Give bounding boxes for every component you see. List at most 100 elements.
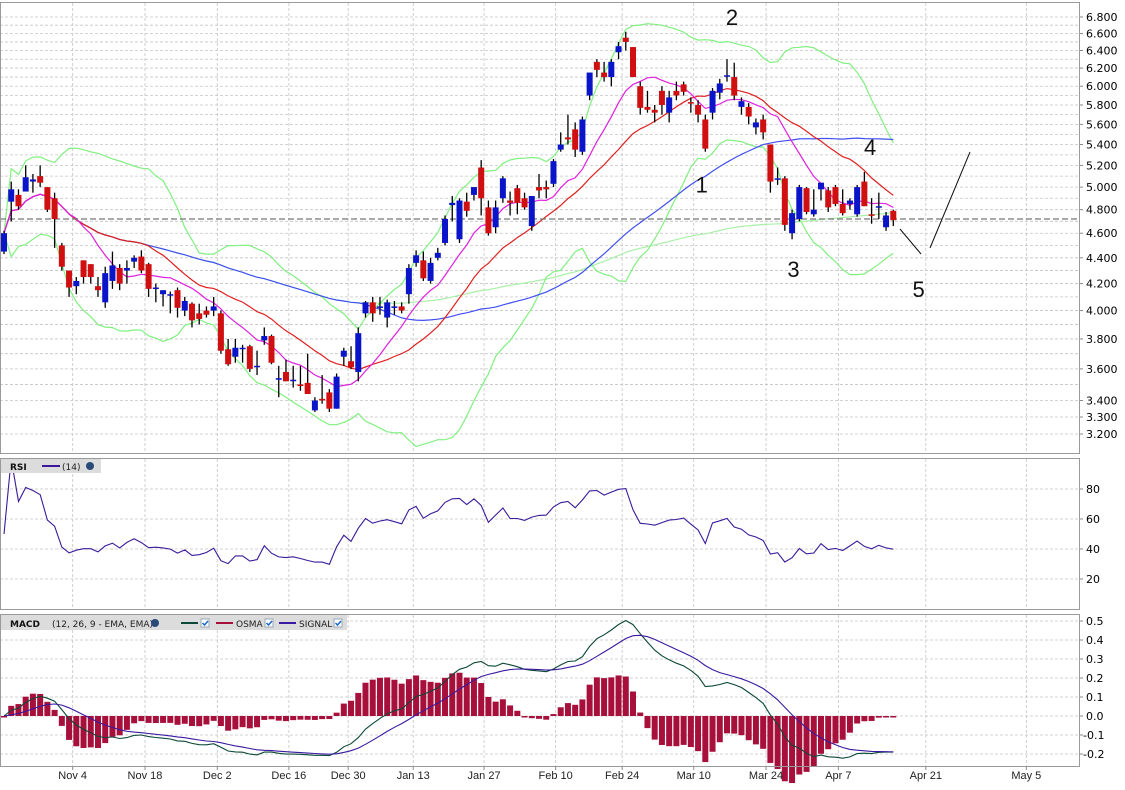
candle xyxy=(601,61,608,82)
candle xyxy=(825,187,832,212)
candle xyxy=(579,116,586,155)
osma-bar xyxy=(789,716,796,784)
candle-body xyxy=(188,303,195,321)
osma-bar xyxy=(37,693,44,716)
candle xyxy=(839,189,846,216)
candle-body xyxy=(622,37,629,42)
globe-icon[interactable] xyxy=(86,462,94,470)
osma-bar xyxy=(275,716,282,721)
annotations: 1 2 3 4 5 xyxy=(696,5,971,302)
candle-body xyxy=(890,210,897,221)
candle xyxy=(883,211,890,231)
osma-bar xyxy=(615,675,622,716)
candle-body xyxy=(203,310,210,315)
candle-body xyxy=(304,382,311,395)
osma-bar xyxy=(637,712,644,716)
osma-bar xyxy=(44,701,51,716)
osma-bar xyxy=(384,677,391,716)
osma-bar xyxy=(369,679,376,716)
candle-body xyxy=(839,203,846,214)
candle xyxy=(131,255,138,268)
candle-body xyxy=(362,302,369,314)
osma-bar xyxy=(282,716,289,722)
macd-label: MACD xyxy=(10,620,40,630)
date-label: Jan 13 xyxy=(397,770,430,782)
candle-body xyxy=(29,179,36,182)
osma-bar xyxy=(666,716,673,747)
osma-bar xyxy=(586,684,593,716)
osma-bar xyxy=(261,716,268,720)
candle-body xyxy=(398,306,405,311)
candle xyxy=(492,200,499,234)
candle xyxy=(311,397,318,412)
osma-bar xyxy=(456,672,463,716)
rsi-label: 40 xyxy=(1086,543,1100,556)
price-label: 4.600 xyxy=(1086,227,1118,240)
candlesticks xyxy=(1,31,897,412)
candle-body xyxy=(167,294,174,296)
candle xyxy=(803,187,810,215)
candle-body xyxy=(94,286,101,291)
osma-bar xyxy=(290,716,297,721)
osma-bar xyxy=(15,704,22,716)
candle-body xyxy=(724,75,730,77)
macd-panel xyxy=(0,614,1080,767)
candle xyxy=(796,184,803,222)
candle-body xyxy=(803,188,810,212)
signal-checkbox[interactable] xyxy=(333,618,343,628)
candle xyxy=(449,196,456,222)
osma-bar xyxy=(832,716,839,744)
price-label: 5.200 xyxy=(1086,159,1118,172)
osma-bar xyxy=(716,716,723,743)
osma-bar xyxy=(810,716,817,767)
price-label: 4.200 xyxy=(1086,278,1118,291)
candle xyxy=(44,187,51,212)
date-label: May 5 xyxy=(1011,770,1041,782)
candle xyxy=(232,338,239,363)
globe-icon[interactable] xyxy=(151,619,159,627)
candle xyxy=(810,189,817,217)
osma-bar xyxy=(66,716,73,740)
candle-body xyxy=(427,262,434,281)
osma-bar xyxy=(225,716,232,731)
candle-body xyxy=(630,47,637,78)
annotation-line xyxy=(929,151,971,249)
candle-body xyxy=(601,72,608,78)
macd-label: 0.1 xyxy=(1086,691,1104,704)
candle xyxy=(507,191,514,216)
candle xyxy=(102,266,109,308)
candle xyxy=(80,260,87,284)
osma-bar xyxy=(196,716,203,727)
candle xyxy=(405,264,412,304)
candle-body xyxy=(687,102,694,104)
candle-body xyxy=(658,90,665,105)
candle-body xyxy=(463,201,470,211)
candle xyxy=(8,181,15,222)
osma-bar xyxy=(478,683,485,716)
osma-bar xyxy=(333,712,340,716)
candle-body xyxy=(282,371,289,382)
rsi-label: 80 xyxy=(1086,483,1100,496)
candle xyxy=(116,264,123,291)
candle-body xyxy=(116,267,123,284)
rsi-label: 60 xyxy=(1086,513,1100,526)
candle xyxy=(174,287,181,318)
osma-bar xyxy=(239,716,246,728)
candle-body xyxy=(37,176,44,183)
candle xyxy=(427,257,434,284)
osma-bar xyxy=(188,716,195,727)
candle xyxy=(22,165,29,192)
macd-checkbox[interactable] xyxy=(200,618,210,628)
candle xyxy=(536,173,543,199)
osma-bar xyxy=(470,677,477,716)
candle-body xyxy=(413,255,420,263)
candle-body xyxy=(470,187,477,195)
osma-checkbox[interactable] xyxy=(264,618,274,628)
osma-bar xyxy=(102,716,109,744)
candle-body xyxy=(355,333,362,372)
candle xyxy=(297,365,304,391)
date-label: Feb 24 xyxy=(605,770,639,782)
candle xyxy=(138,250,145,274)
date-label: Apr 7 xyxy=(825,770,851,782)
